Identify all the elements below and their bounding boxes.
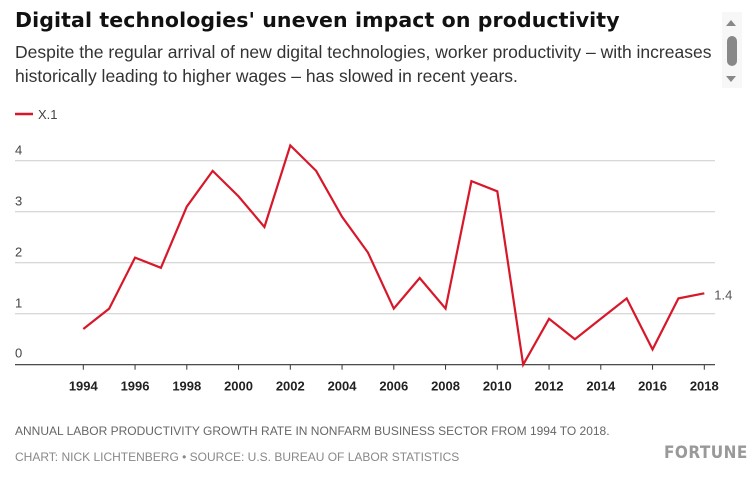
fortune-logo: FORTUNE — [664, 443, 748, 463]
scrollbar-thumb[interactable] — [727, 36, 737, 66]
chart-credit: CHART: NICK LICHTENBERG • SOURCE: U.S. B… — [15, 450, 460, 464]
y-tick-label: 1 — [15, 296, 22, 311]
x-tick-label: 2016 — [638, 379, 667, 394]
y-tick-label: 4 — [15, 143, 22, 158]
end-value-label: 1.4 — [714, 287, 732, 302]
x-tick-label: 1998 — [172, 379, 201, 394]
legend-label: X.1 — [38, 107, 58, 122]
x-tick-label: 2018 — [690, 379, 719, 394]
x-tick-label: 2006 — [379, 379, 408, 394]
chart-title: Digital technologies' uneven impact on p… — [15, 8, 620, 32]
series-line — [82, 143, 705, 369]
x-tick-label: 2002 — [276, 379, 305, 394]
x-tick-label: 2004 — [328, 379, 358, 394]
line-chart: X.1 0 1 2 3 4 1994 1996 1998 2000 2002 2004 2006 20… — [15, 107, 732, 394]
y-tick-label: 2 — [15, 245, 22, 260]
x-tick-label: 1996 — [121, 379, 150, 394]
scrollbar[interactable] — [722, 12, 742, 88]
x-tick-label: 2010 — [483, 379, 512, 394]
x-tick-label: 2014 — [586, 379, 616, 394]
x-tick-label: 2008 — [431, 379, 460, 394]
scroll-down-arrow-icon[interactable] — [726, 76, 736, 82]
x-tick-label: 2000 — [224, 379, 253, 394]
y-tick-label: 3 — [15, 194, 22, 209]
x-tick-label: 1994 — [69, 379, 99, 394]
y-tick-label: 0 — [15, 346, 22, 361]
x-tick-label: 2012 — [535, 379, 564, 394]
chart-note: ANNUAL LABOR PRODUCTIVITY GROWTH RATE IN… — [15, 424, 610, 438]
chart-subtitle: Despite the regular arrival of new digit… — [15, 42, 712, 86]
scroll-up-arrow-icon[interactable] — [726, 20, 736, 26]
